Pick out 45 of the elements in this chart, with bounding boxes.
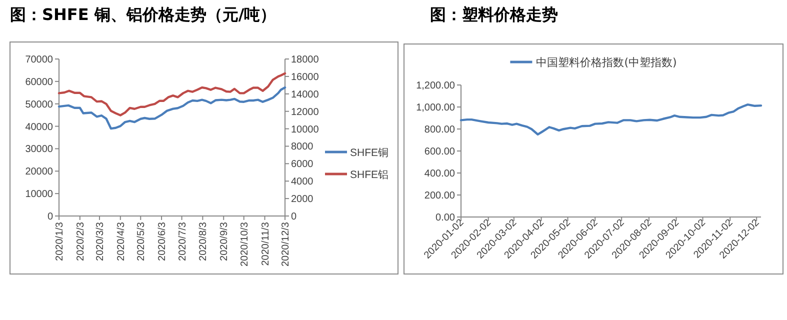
y-tick-label: 600.00 xyxy=(424,146,456,158)
legend-label: 中国塑料价格指数(中塑指数) xyxy=(536,56,677,69)
x-tick-label: 2020/1/3 xyxy=(54,222,66,261)
x-tick-label: 2020/2/3 xyxy=(75,222,86,261)
y-tick-label: 200.00 xyxy=(424,190,456,202)
y-tick-label: 70000 xyxy=(25,54,54,66)
line-series xyxy=(460,103,762,136)
x-tick-label: 2020/12/3 xyxy=(280,222,292,266)
y-tick-label: 30000 xyxy=(25,144,54,156)
x-tick-label: 2020/10/3 xyxy=(239,222,250,266)
legend-label: SHFE铜 xyxy=(350,147,390,159)
chart-title: 图：SHFE 铜、铝价格走势（元/吨） xyxy=(10,5,276,24)
y2-tick-label: 0 xyxy=(291,212,297,222)
y-tick-label: 1,200.00 xyxy=(416,80,456,92)
x-tick-label: 2020/5/3 xyxy=(136,222,148,261)
y-tick-label: 1,000.00 xyxy=(416,102,456,114)
legend-label: SHFE铝 xyxy=(350,169,390,181)
x-tick-label: 2020/11/3 xyxy=(260,222,272,266)
y2-tick-label: 2000 xyxy=(291,194,314,206)
y2-tick-label: 18000 xyxy=(291,54,320,66)
x-tick-label: 2020/4/3 xyxy=(116,222,127,261)
y-tick-label: 10000 xyxy=(25,189,54,200)
x-tick-label: 2020/3/3 xyxy=(94,222,106,261)
y2-tick-label: 4000 xyxy=(291,176,314,188)
y2-tick-label: 16000 xyxy=(291,72,320,83)
x-tick-label: 2020/7/3 xyxy=(177,222,188,261)
y-tick-label: 0 xyxy=(47,212,54,222)
chart-title: 图：塑料价格走势 xyxy=(430,5,558,24)
y-tick-label: 0.00 xyxy=(436,212,456,224)
y2-tick-label: 14000 xyxy=(291,89,320,100)
x-tick-label: 2020/8/3 xyxy=(198,222,210,261)
y-tick-label: 20000 xyxy=(25,166,54,178)
y2-tick-label: 8000 xyxy=(291,142,314,153)
x-tick-label: 2020/9/3 xyxy=(219,222,230,261)
y-tick-label: 60000 xyxy=(25,76,54,88)
x-tick-label: 2020/6/3 xyxy=(157,222,168,261)
y-tick-label: 800.00 xyxy=(424,124,456,136)
y-tick-label: 400.00 xyxy=(424,168,456,180)
y2-tick-label: 10000 xyxy=(291,124,320,136)
y-tick-label: 40000 xyxy=(25,122,54,133)
line-series xyxy=(58,86,286,130)
y2-tick-label: 12000 xyxy=(291,106,320,118)
y-tick-label: 50000 xyxy=(25,99,54,110)
line-series xyxy=(58,72,286,116)
y2-tick-label: 6000 xyxy=(291,159,314,170)
